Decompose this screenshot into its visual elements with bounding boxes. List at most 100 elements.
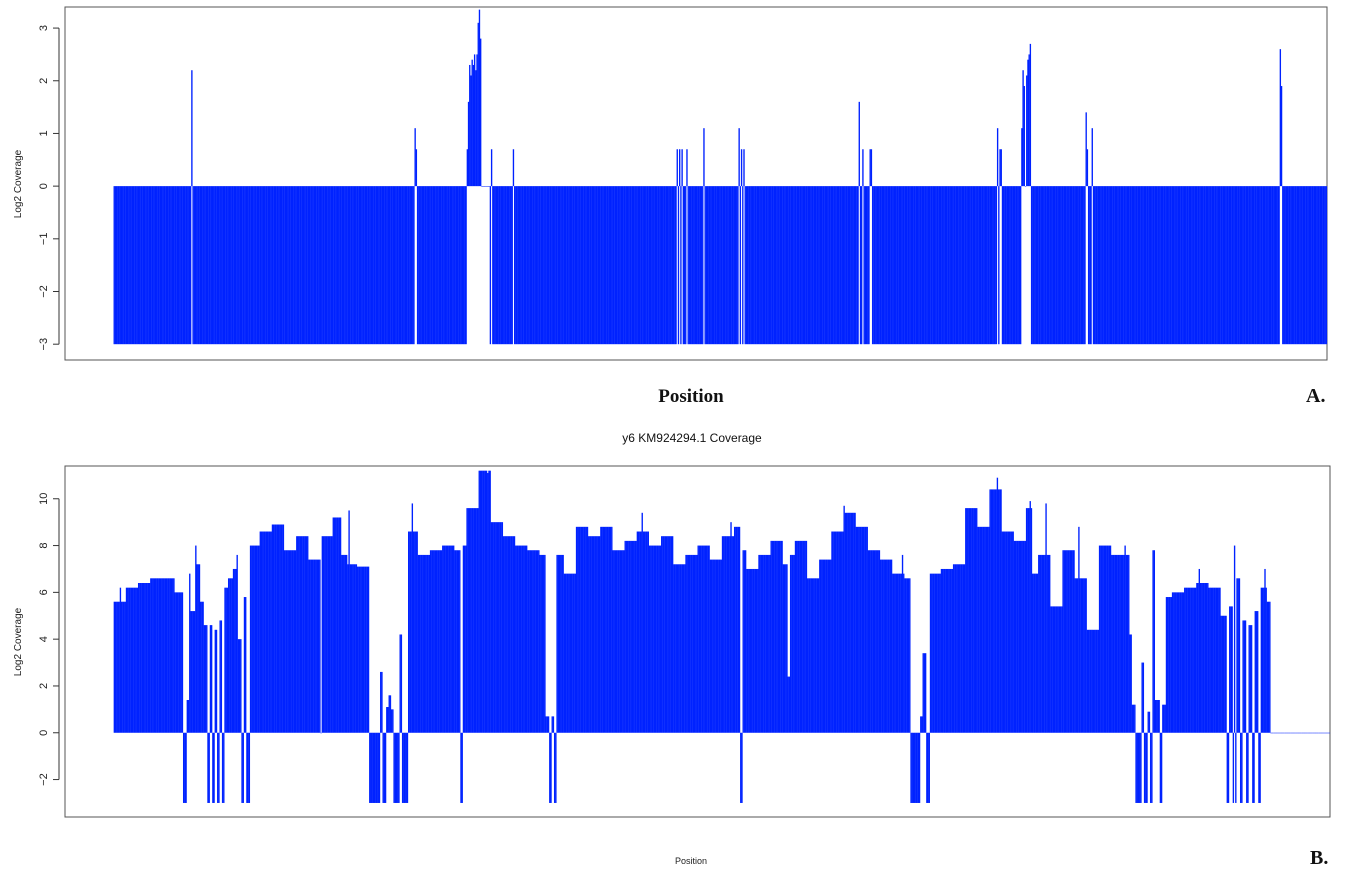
coverage-bar <box>245 186 248 345</box>
coverage-bar <box>1154 186 1157 345</box>
coverage-bar <box>652 186 654 345</box>
y-tick-label: 3 <box>38 25 50 31</box>
coverage-bar <box>854 186 857 345</box>
coverage-bar <box>249 545 252 733</box>
coverage-bar <box>802 186 805 345</box>
coverage-bar <box>195 545 197 733</box>
coverage-bar <box>454 550 456 733</box>
coverage-bar <box>1230 606 1232 733</box>
coverage-bar <box>1258 732 1260 803</box>
coverage-bar <box>203 186 205 345</box>
coverage-bar <box>1193 186 1195 345</box>
coverage-bar <box>210 625 213 733</box>
coverage-bar <box>873 186 875 345</box>
coverage-bar <box>376 732 378 803</box>
coverage-bar <box>907 186 909 345</box>
coverage-bar <box>489 470 491 733</box>
coverage-bar <box>240 186 243 345</box>
coverage-bar <box>1066 550 1068 733</box>
coverage-bar <box>822 559 825 733</box>
coverage-bar <box>728 186 731 345</box>
coverage-bar <box>1312 732 1315 734</box>
coverage-bar <box>802 540 804 733</box>
coverage-bar <box>622 550 624 733</box>
coverage-bar <box>882 559 884 733</box>
coverage-bar <box>591 186 593 345</box>
coverage-bar <box>312 186 314 345</box>
coverage-bar <box>1073 186 1075 345</box>
coverage-bar <box>592 186 595 345</box>
coverage-bar <box>964 186 966 345</box>
coverage-bar <box>732 186 734 345</box>
coverage-bar <box>909 186 911 345</box>
coverage-bar <box>830 559 832 733</box>
coverage-bar <box>922 653 924 733</box>
coverage-bar <box>1087 186 1090 345</box>
coverage-bar <box>216 186 219 345</box>
coverage-bar <box>123 186 125 345</box>
coverage-bar <box>935 186 937 345</box>
coverage-bar <box>937 573 939 733</box>
coverage-bar <box>886 559 888 733</box>
coverage-bar <box>813 578 815 733</box>
coverage-bar <box>200 601 202 733</box>
coverage-bar <box>1035 186 1038 345</box>
coverage-bar <box>1030 508 1033 733</box>
coverage-bar <box>1119 554 1121 733</box>
coverage-bar <box>609 186 612 345</box>
coverage-bar <box>317 186 319 345</box>
coverage-bar <box>987 186 989 345</box>
coverage-bar <box>339 517 342 733</box>
coverage-bar <box>1302 732 1304 734</box>
coverage-bar <box>344 186 346 345</box>
coverage-bar <box>657 545 659 733</box>
coverage-bar <box>653 545 656 733</box>
coverage-bar <box>876 186 879 345</box>
coverage-bar <box>613 550 615 733</box>
coverage-bar <box>302 186 305 345</box>
coverage-bar <box>295 186 297 345</box>
coverage-bar <box>671 536 674 733</box>
coverage-bar <box>1046 554 1048 733</box>
coverage-bar <box>841 186 843 345</box>
coverage-bar <box>1130 634 1132 733</box>
coverage-bar <box>858 101 860 187</box>
coverage-bar <box>182 186 185 345</box>
coverage-bar <box>564 186 567 345</box>
coverage-bar <box>1289 732 1292 734</box>
coverage-bar <box>675 564 677 733</box>
coverage-bar <box>1168 597 1170 733</box>
coverage-bar <box>1323 732 1326 734</box>
coverage-bar <box>240 639 242 733</box>
coverage-bar <box>529 186 532 345</box>
coverage-bar <box>1064 186 1067 345</box>
coverage-bar <box>906 578 909 733</box>
coverage-bar <box>977 186 979 345</box>
coverage-bar <box>355 186 357 345</box>
coverage-bar <box>482 470 484 733</box>
coverage-bar <box>1259 186 1261 345</box>
coverage-bar <box>301 186 303 345</box>
coverage-bar <box>690 554 692 733</box>
coverage-bar <box>754 186 756 345</box>
coverage-bar <box>461 186 464 345</box>
coverage-bar <box>825 186 828 345</box>
coverage-bar <box>120 186 123 345</box>
coverage-bar <box>164 578 167 733</box>
coverage-bar <box>184 732 186 803</box>
coverage-bar <box>459 186 461 345</box>
coverage-bar <box>1092 186 1095 345</box>
coverage-bar <box>933 573 935 733</box>
coverage-bar <box>860 526 862 733</box>
coverage-bar <box>1011 531 1013 733</box>
coverage-bar <box>270 186 272 345</box>
coverage-bar <box>755 186 757 345</box>
coverage-bar <box>262 186 265 345</box>
coverage-bar <box>139 186 141 345</box>
coverage-bar <box>698 545 701 733</box>
coverage-bar <box>899 573 901 733</box>
coverage-bar <box>953 186 955 345</box>
coverage-bar <box>1288 732 1291 734</box>
coverage-bar <box>1094 629 1096 733</box>
coverage-bar <box>773 186 776 345</box>
